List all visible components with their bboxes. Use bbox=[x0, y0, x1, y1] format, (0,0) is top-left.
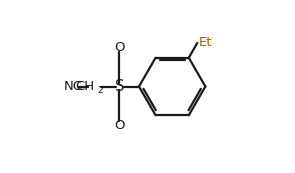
Text: NC: NC bbox=[64, 80, 83, 93]
Text: CH: CH bbox=[75, 80, 94, 93]
Text: O: O bbox=[114, 119, 125, 132]
Text: O: O bbox=[114, 41, 125, 54]
Text: Et: Et bbox=[199, 36, 212, 49]
Text: 2: 2 bbox=[97, 86, 103, 95]
Text: S: S bbox=[115, 79, 124, 94]
